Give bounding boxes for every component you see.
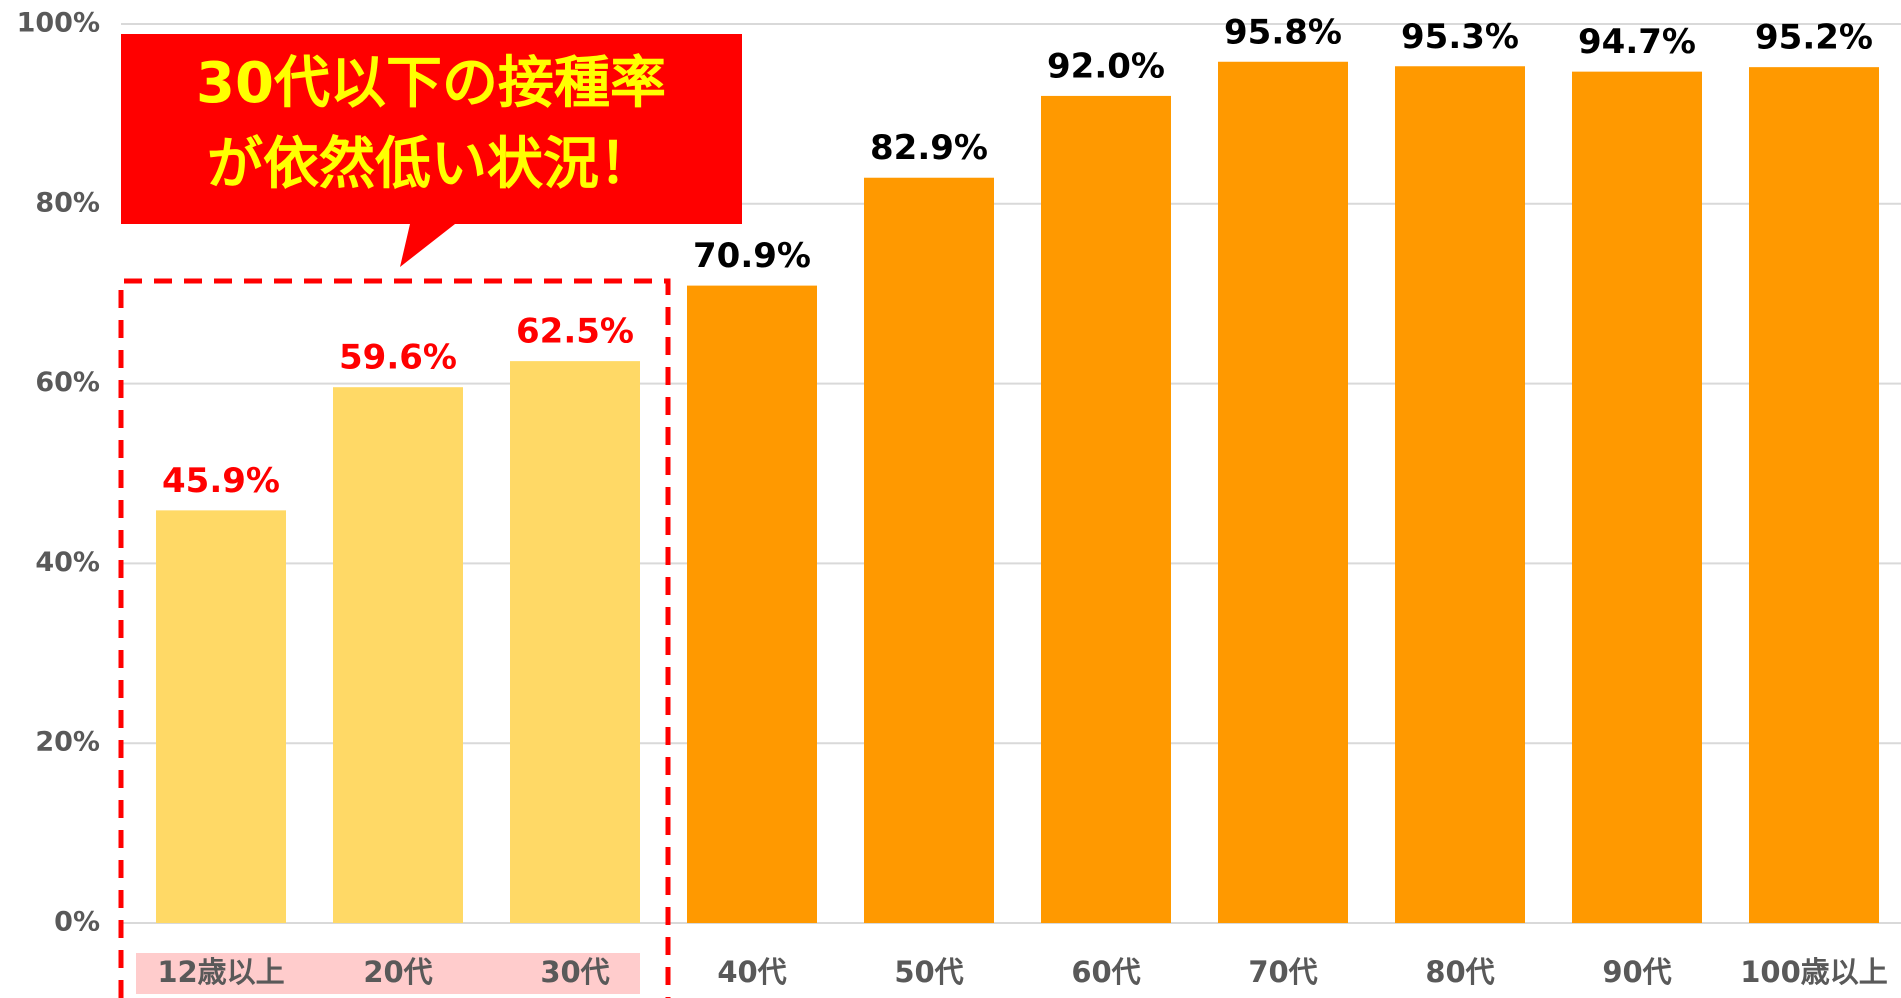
plot: 0% 20% 40% 60% 80% 100% 45.9% 12歳以上 59.6% 20代 62.5… — [17, 8, 1901, 989]
bar — [510, 361, 640, 923]
value-label: 95.3% — [1401, 17, 1519, 57]
x-tick-label: 40代 — [717, 955, 786, 989]
category-highlight — [136, 953, 640, 994]
x-tick-label: 100歳以上 — [1740, 955, 1888, 989]
x-tick-label: 90代 — [1602, 955, 1671, 989]
bar — [864, 177, 994, 923]
callout-box — [121, 34, 742, 267]
y-tick-label: 20% — [35, 727, 100, 758]
x-tick-label: 70代 — [1248, 955, 1317, 989]
bar — [1041, 95, 1171, 924]
x-tick-label: 30代 — [540, 955, 609, 989]
x-tick-label: 20代 — [363, 955, 432, 989]
x-tick-label: 12歳以上 — [157, 955, 284, 989]
y-tick-label: 100% — [17, 8, 100, 39]
y-tick-label: 80% — [35, 187, 100, 218]
value-label: 92.0% — [1047, 46, 1165, 86]
y-tick-label: 0% — [54, 907, 100, 938]
bar — [1749, 67, 1879, 924]
bar — [1218, 61, 1348, 924]
x-tick-label: 50代 — [894, 955, 963, 989]
bar — [1572, 71, 1702, 924]
y-tick-label: 40% — [35, 547, 100, 578]
value-label: 62.5% — [516, 312, 634, 352]
value-label: 94.7% — [1578, 22, 1696, 62]
callout-text: が依然低い状況！ — [207, 132, 655, 197]
value-label: 70.9% — [693, 236, 811, 276]
callout-text: 30代以下の接種率 — [196, 51, 666, 116]
highlight-frame — [118, 278, 671, 998]
value-label: 82.9% — [870, 128, 988, 168]
bar — [1395, 66, 1525, 924]
bar — [156, 510, 286, 923]
value-label: 59.6% — [339, 338, 457, 378]
x-tick-label: 80代 — [1425, 955, 1494, 989]
bar — [333, 387, 463, 923]
value-label: 95.8% — [1224, 12, 1342, 52]
value-label: 95.2% — [1755, 18, 1873, 58]
x-tick-label: 60代 — [1071, 955, 1140, 989]
bar — [687, 285, 817, 923]
y-tick-label: 60% — [35, 367, 100, 398]
value-label: 45.9% — [162, 461, 280, 501]
